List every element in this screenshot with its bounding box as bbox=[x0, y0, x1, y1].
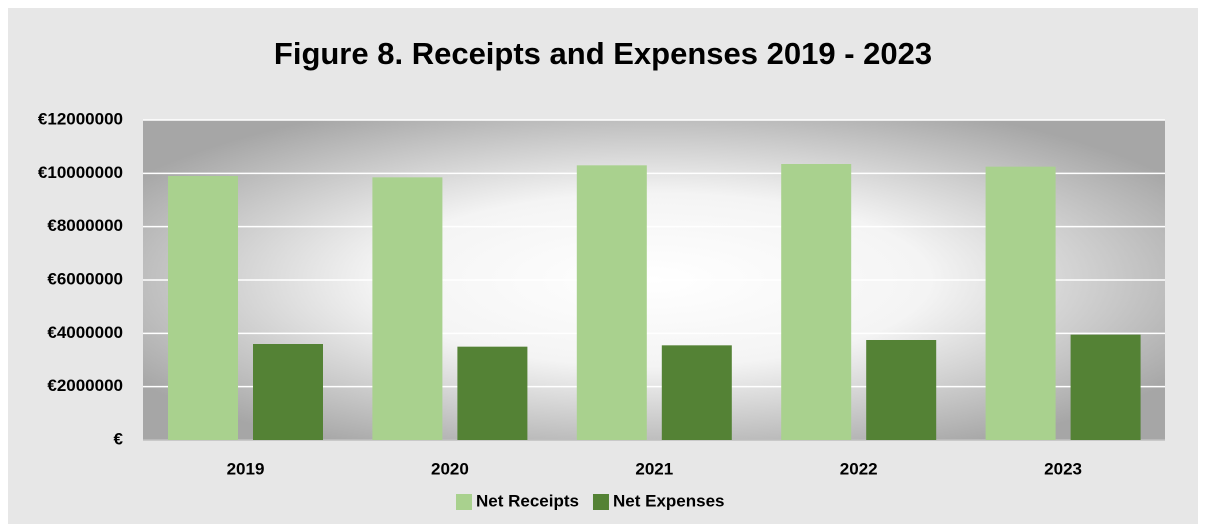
x-tick-label: 2020 bbox=[431, 459, 469, 478]
y-tick-label: €6000000 bbox=[47, 269, 123, 288]
bar bbox=[1070, 334, 1141, 440]
bar bbox=[985, 166, 1056, 440]
bar bbox=[457, 346, 528, 440]
y-tick-label: €12000000 bbox=[38, 109, 123, 128]
y-tick-label: € bbox=[114, 429, 124, 448]
y-tick-label: €10000000 bbox=[38, 163, 123, 182]
legend-swatch bbox=[456, 494, 472, 510]
bar bbox=[576, 165, 647, 441]
bar bbox=[866, 340, 937, 440]
y-tick-label: €4000000 bbox=[47, 323, 123, 342]
x-tick-label: 2023 bbox=[1044, 459, 1082, 478]
bar bbox=[661, 345, 732, 440]
bar bbox=[253, 344, 323, 440]
legend-label: Net Expenses bbox=[613, 491, 725, 510]
x-tick-label: 2022 bbox=[840, 459, 878, 478]
chart-title: Figure 8. Receipts and Expenses 2019 - 2… bbox=[274, 36, 932, 71]
bar bbox=[372, 177, 443, 441]
bar bbox=[168, 176, 238, 440]
y-tick-label: €2000000 bbox=[47, 376, 123, 395]
x-tick-label: 2021 bbox=[635, 459, 673, 478]
bar bbox=[781, 164, 852, 440]
legend-label: Net Receipts bbox=[476, 491, 579, 510]
legend-swatch bbox=[592, 494, 609, 510]
y-tick-label: €8000000 bbox=[47, 216, 123, 235]
x-tick-label: 2019 bbox=[227, 459, 265, 478]
